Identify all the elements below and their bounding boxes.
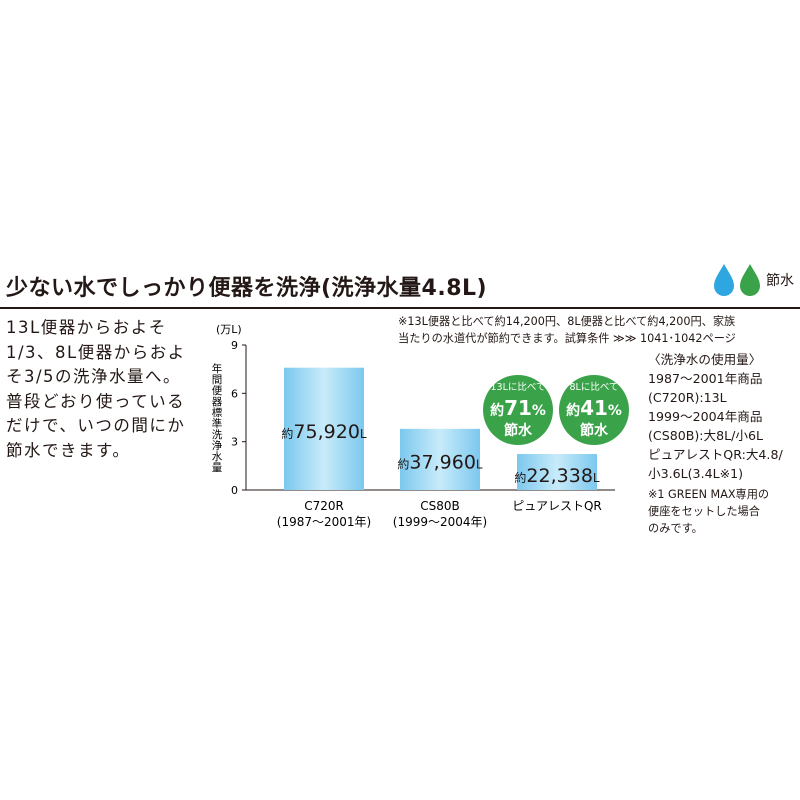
bar <box>400 428 480 490</box>
bar <box>284 367 364 490</box>
y-tick-label: 3 <box>231 436 238 449</box>
y-tick-label: 0 <box>231 484 238 497</box>
bar-value-label: 約22,338L <box>514 465 600 487</box>
y-axis-label-char: 便 <box>212 384 223 397</box>
callout-bottom-text: 節水 <box>580 422 609 439</box>
saving-callout-circle <box>559 375 629 445</box>
intro-line: 節水できます。 <box>6 440 131 460</box>
x-category-period: (1999～2004年) <box>393 515 487 529</box>
blue-drop-icon <box>714 264 734 296</box>
usage-line: 1987～2001年商品 <box>648 371 763 386</box>
bar-value-label: 約75,920L <box>281 421 367 443</box>
usage-line: ピュアレストQR:大4.8/ <box>648 447 783 462</box>
y-axis-label-char: 器 <box>212 396 223 408</box>
footnote-line: ※1 GREEN MAX専用の <box>648 488 770 501</box>
usage-line: 小3.6L(3.4L※1) <box>648 466 744 481</box>
y-tick-label: 6 <box>231 387 238 400</box>
y-axis-label-char: 準 <box>212 417 223 430</box>
footnote-line: 便座をセットした場合 <box>648 505 760 518</box>
intro-line: だけで、いつの間にか <box>6 416 186 435</box>
callout-top-text: 13Lに比べて <box>490 381 545 393</box>
x-category-label: C720R <box>304 499 344 513</box>
cost-saving-note: ※13L便器と比べて約14,200円、8L便器と比べて約4,200円、家族 当た… <box>398 313 798 347</box>
usage-line: 1999～2004年商品 <box>648 409 763 424</box>
section-title: 少ない水でしっかり便器を洗浄(洗浄水量4.8L) <box>6 276 488 301</box>
title-divider <box>0 307 800 309</box>
callout-top-text: 8Lに比べて <box>570 381 619 393</box>
y-axis-label-char: 標 <box>212 406 223 419</box>
intro-text: 13L便器からおよそ 1/3、8L便器からおよ そ3/5の洗浄水量へ。 普段どお… <box>6 316 206 463</box>
water-saving-label: 節水 <box>766 273 794 289</box>
y-tick-label: 9 <box>231 339 238 352</box>
intro-line: 13L便器からおよそ <box>6 318 167 337</box>
y-axis-unit: (万L) <box>216 323 242 336</box>
intro-line: 1/3、8L便器からおよ <box>6 342 186 362</box>
saving-callout-circle <box>483 375 553 445</box>
callout-percent-text: 約71% <box>490 396 546 420</box>
footnote-line: のみです。 <box>648 522 703 535</box>
y-axis-label-char: 洗 <box>212 429 223 441</box>
usage-line: 〈洗浄水の使用量〉 <box>648 352 762 367</box>
usage-line: (CS80B):大8L/小6L <box>648 428 764 443</box>
y-axis-label-char: 量 <box>212 462 223 474</box>
intro-line: 普段どおり使っている <box>6 391 186 411</box>
water-usage-note: 〈洗浄水の使用量〉 1987～2001年商品 (C720R):13L 1999～… <box>648 350 800 483</box>
y-axis-label-char: 浄 <box>212 439 223 452</box>
water-drops-icon <box>712 262 772 298</box>
callout-percent-text: 約41% <box>566 396 622 420</box>
x-category-label: CS80B <box>420 499 460 513</box>
x-category-label: ピュアレストQR <box>512 499 602 513</box>
bar-value-label: 約37,960L <box>397 451 483 473</box>
note-line: 当たりの水道代が節約できます。試算条件 ≫≫ 1041･1042ページ <box>398 332 736 345</box>
intro-line: そ3/5の洗浄水量へ。 <box>6 367 182 386</box>
y-axis-label-char: 水 <box>212 451 223 463</box>
bar <box>517 454 597 490</box>
green-drop-icon <box>740 264 760 296</box>
usage-line: (C720R):13L <box>648 390 727 405</box>
x-category-period: (1987～2001年) <box>277 515 371 529</box>
note-line: ※13L便器と比べて約14,200円、8L便器と比べて約4,200円、家族 <box>398 315 736 328</box>
callout-bottom-text: 節水 <box>504 422 533 439</box>
y-axis-label-char: 間 <box>212 374 223 386</box>
footnote: ※1 GREEN MAX専用の 便座をセットした場合 のみです。 <box>648 486 800 537</box>
y-axis-label-char: 年 <box>212 362 223 375</box>
